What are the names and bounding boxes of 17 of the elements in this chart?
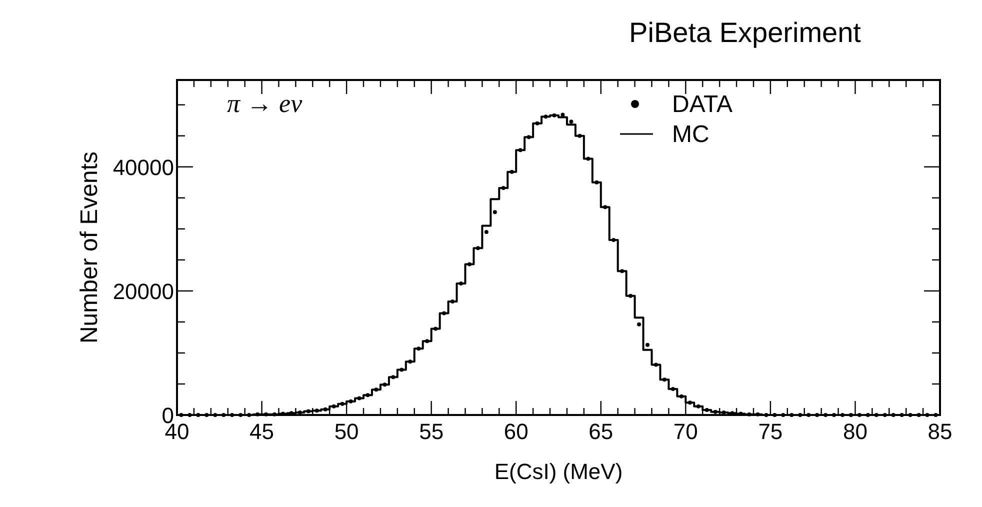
y-tick-label: 40000 — [112, 154, 174, 180]
x-tick-label: 85 — [928, 419, 952, 444]
annotation: π → eν — [227, 89, 303, 118]
x-tick-label: 75 — [758, 419, 783, 444]
x-axis-title: E(CsI) (MeV) — [494, 459, 623, 484]
x-tick-label: 55 — [419, 419, 444, 444]
chart-title: PiBeta Experiment — [629, 17, 862, 48]
y-tick-label: 20000 — [112, 278, 174, 304]
x-tick-label: 70 — [673, 419, 698, 444]
x-tick-label: 60 — [504, 419, 528, 444]
legend-label: MC — [672, 121, 710, 148]
x-tick-label: 80 — [842, 419, 868, 444]
y-axis-title: Number of Events — [76, 151, 103, 344]
legend-label: DATA — [672, 91, 732, 118]
x-tick-label: 65 — [588, 419, 614, 444]
x-tick-label: 45 — [250, 419, 274, 444]
x-tick-label: 50 — [334, 419, 359, 444]
